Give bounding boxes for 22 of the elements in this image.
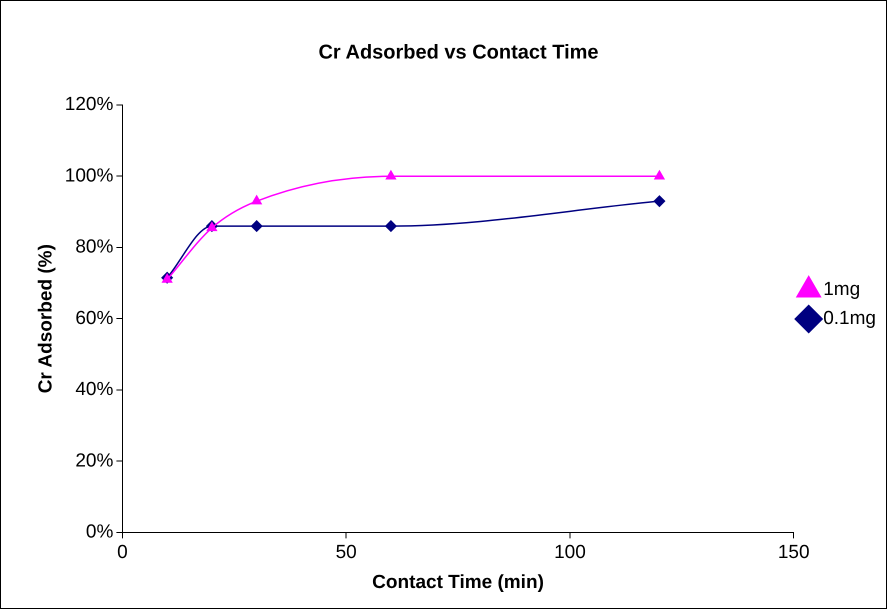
point xyxy=(250,220,262,232)
chart-title: Cr Adsorbed vs Contact Time xyxy=(318,42,599,64)
y-tick-label: 40% xyxy=(75,379,114,400)
y-tick-label: 100% xyxy=(64,165,114,186)
x-axis-title: Contact Time (min) xyxy=(372,572,544,593)
legend-label: 1mg xyxy=(823,279,860,300)
point xyxy=(654,195,666,207)
y-tick-label: 60% xyxy=(75,308,114,329)
legend-label: 0.1mg xyxy=(823,308,876,330)
y-tick-label: 120% xyxy=(64,94,114,116)
point xyxy=(252,195,262,204)
x-tick-label: 150 xyxy=(778,542,810,564)
y-axis-title: Cr Adsorbed (%) xyxy=(36,244,57,394)
point xyxy=(654,170,665,180)
x-tick-label: 50 xyxy=(336,542,357,564)
y-tick-label: 20% xyxy=(75,450,114,472)
point xyxy=(386,170,396,180)
x-tick-label: 100 xyxy=(554,542,586,564)
x-tick-label: 0 xyxy=(117,542,128,564)
y-tick-label: 80% xyxy=(75,236,114,258)
point xyxy=(385,220,397,232)
y-tick-label: 0% xyxy=(86,522,114,543)
